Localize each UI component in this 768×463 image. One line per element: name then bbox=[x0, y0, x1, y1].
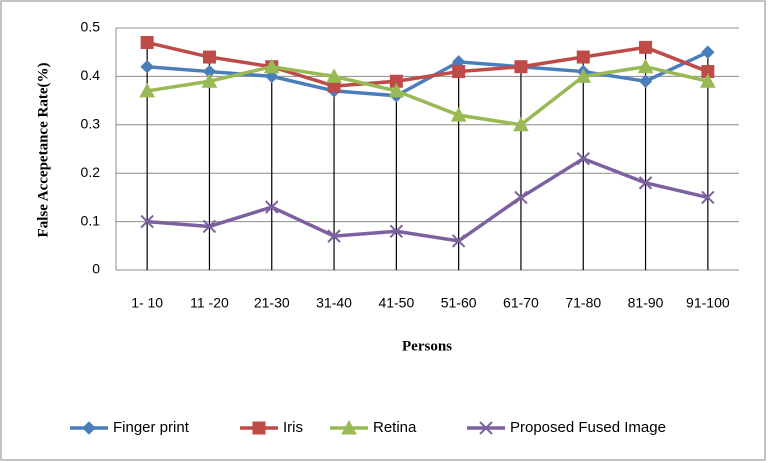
y-tick-label: 0.4 bbox=[81, 67, 101, 83]
data-point bbox=[514, 190, 528, 205]
series-line bbox=[146, 40, 709, 88]
x-tick-label: 51-60 bbox=[441, 295, 477, 311]
legend-marker bbox=[82, 421, 96, 435]
y-tick-label: 0.5 bbox=[81, 19, 101, 35]
y-axis-title: False Accepetance Rate(%) bbox=[35, 63, 51, 238]
legend-item: Proposed Fused Image bbox=[467, 419, 666, 436]
legend-label: Retina bbox=[373, 419, 417, 436]
x-tick-label: 71-80 bbox=[565, 295, 601, 311]
y-tick-label: 0.3 bbox=[81, 116, 101, 132]
x-tick-label: 1- 10 bbox=[131, 295, 163, 311]
data-point bbox=[202, 50, 216, 64]
data-point bbox=[576, 50, 590, 64]
legend-item: Iris bbox=[240, 419, 303, 436]
legend-marker bbox=[341, 419, 357, 435]
y-tick-label: 0.2 bbox=[81, 164, 101, 180]
legend-label: Finger print bbox=[113, 419, 190, 436]
series-line bbox=[146, 64, 709, 127]
data-point bbox=[514, 60, 528, 74]
data-point bbox=[201, 73, 218, 88]
data-point bbox=[263, 58, 280, 74]
x-tick-label: 61-70 bbox=[503, 295, 539, 311]
x-tick-label: 21-30 bbox=[254, 295, 290, 311]
y-tick-label: 0 bbox=[92, 261, 100, 277]
x-tick-label: 81-90 bbox=[628, 295, 664, 311]
legend-marker bbox=[252, 421, 266, 435]
x-tick-label: 91-100 bbox=[686, 295, 730, 311]
data-point bbox=[638, 74, 653, 88]
data-point bbox=[265, 69, 279, 84]
x-tick-label: 31-40 bbox=[316, 295, 352, 311]
data-point bbox=[513, 116, 529, 132]
data-point bbox=[700, 73, 716, 88]
data-point bbox=[701, 45, 715, 59]
data-point bbox=[265, 200, 279, 214]
data-point bbox=[326, 68, 342, 83]
data-point bbox=[638, 176, 653, 190]
data-point bbox=[451, 234, 466, 248]
legend-item: Retina bbox=[330, 419, 417, 436]
legend-marker bbox=[479, 421, 493, 435]
data-point bbox=[575, 68, 592, 83]
legend-label: Proposed Fused Image bbox=[510, 419, 666, 436]
data-point bbox=[450, 107, 467, 122]
data-point bbox=[637, 58, 654, 74]
data-point bbox=[452, 65, 466, 79]
data-point bbox=[139, 82, 155, 98]
data-point bbox=[389, 224, 404, 238]
data-point bbox=[388, 82, 405, 98]
data-point bbox=[576, 151, 590, 166]
data-point bbox=[140, 60, 154, 74]
data-point bbox=[140, 36, 154, 50]
data-point bbox=[140, 214, 154, 229]
legend-label: Iris bbox=[283, 419, 303, 436]
data-point bbox=[202, 219, 217, 234]
x-axis-title: Persons bbox=[402, 338, 452, 354]
data-point bbox=[327, 229, 341, 243]
data-point bbox=[639, 40, 653, 54]
legend-item: Finger print bbox=[70, 419, 190, 436]
x-tick-label: 11 -20 bbox=[190, 295, 229, 311]
x-tick-label: 41-50 bbox=[378, 295, 414, 311]
series-line bbox=[147, 156, 709, 243]
y-tick-label: 0.1 bbox=[81, 212, 101, 228]
data-point bbox=[701, 190, 715, 205]
